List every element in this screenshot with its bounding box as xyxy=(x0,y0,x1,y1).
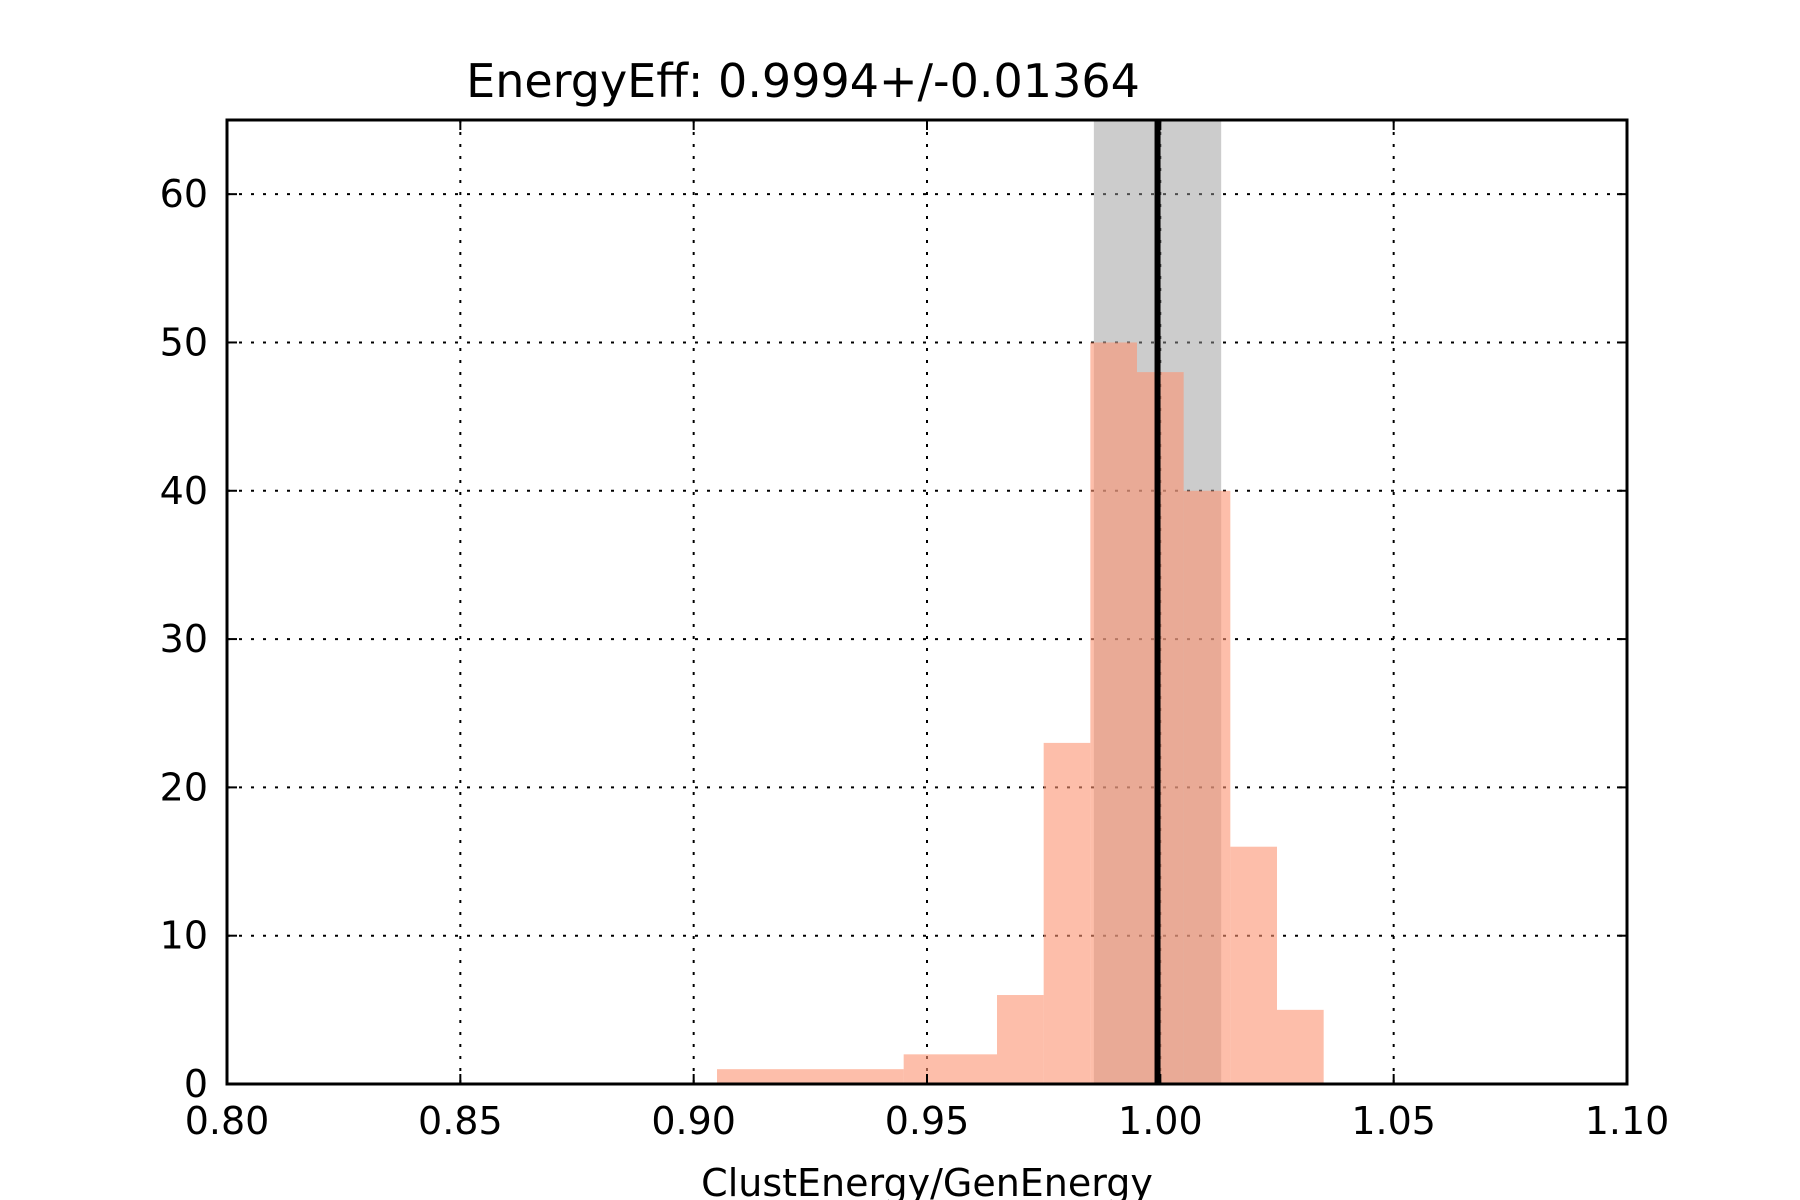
y-tick-label: 60 xyxy=(160,172,208,216)
histogram-bar-2 xyxy=(997,995,1044,1084)
x-tick-label: 1.05 xyxy=(1351,1099,1436,1143)
histogram-bar-4 xyxy=(1090,342,1137,1084)
histogram-bars xyxy=(717,342,1324,1085)
x-tick-label: 0.90 xyxy=(651,1099,736,1143)
histogram-bar-6 xyxy=(1183,490,1231,1084)
x-tick-label: 1.00 xyxy=(1118,1099,1203,1143)
x-axis-title: ClustEnergy/GenEnergy xyxy=(701,1161,1153,1200)
y-tick-label: 30 xyxy=(160,617,208,661)
y-tick-label: 0 xyxy=(184,1062,208,1106)
x-tick-label: 0.95 xyxy=(885,1099,970,1143)
histogram-bar-7 xyxy=(1230,846,1277,1084)
x-tick-label: 1.10 xyxy=(1585,1099,1670,1143)
tick-layer: 0.80 0.85 0.90 0.95 1.00 1.05 1.10 0 10 20 30 40 50 6… xyxy=(160,120,1670,1143)
y-tick-label: 40 xyxy=(160,469,208,513)
y-tick-label: 10 xyxy=(160,914,208,958)
x-tick-label: 0.85 xyxy=(418,1099,503,1143)
histogram-bar-3 xyxy=(1043,742,1091,1084)
grid-layer xyxy=(227,120,1627,1084)
histogram-bar-8 xyxy=(1277,1009,1324,1084)
histogram-bar-0 xyxy=(717,1069,904,1084)
y-tick-label: 50 xyxy=(160,320,208,364)
y-tick-label: 20 xyxy=(160,765,208,809)
chart-title: EnergyEff: 0.9994+/-0.01364 xyxy=(466,54,1140,108)
x-tick-label: 0.80 xyxy=(185,1099,270,1143)
histogram-bar-1 xyxy=(903,1054,997,1084)
